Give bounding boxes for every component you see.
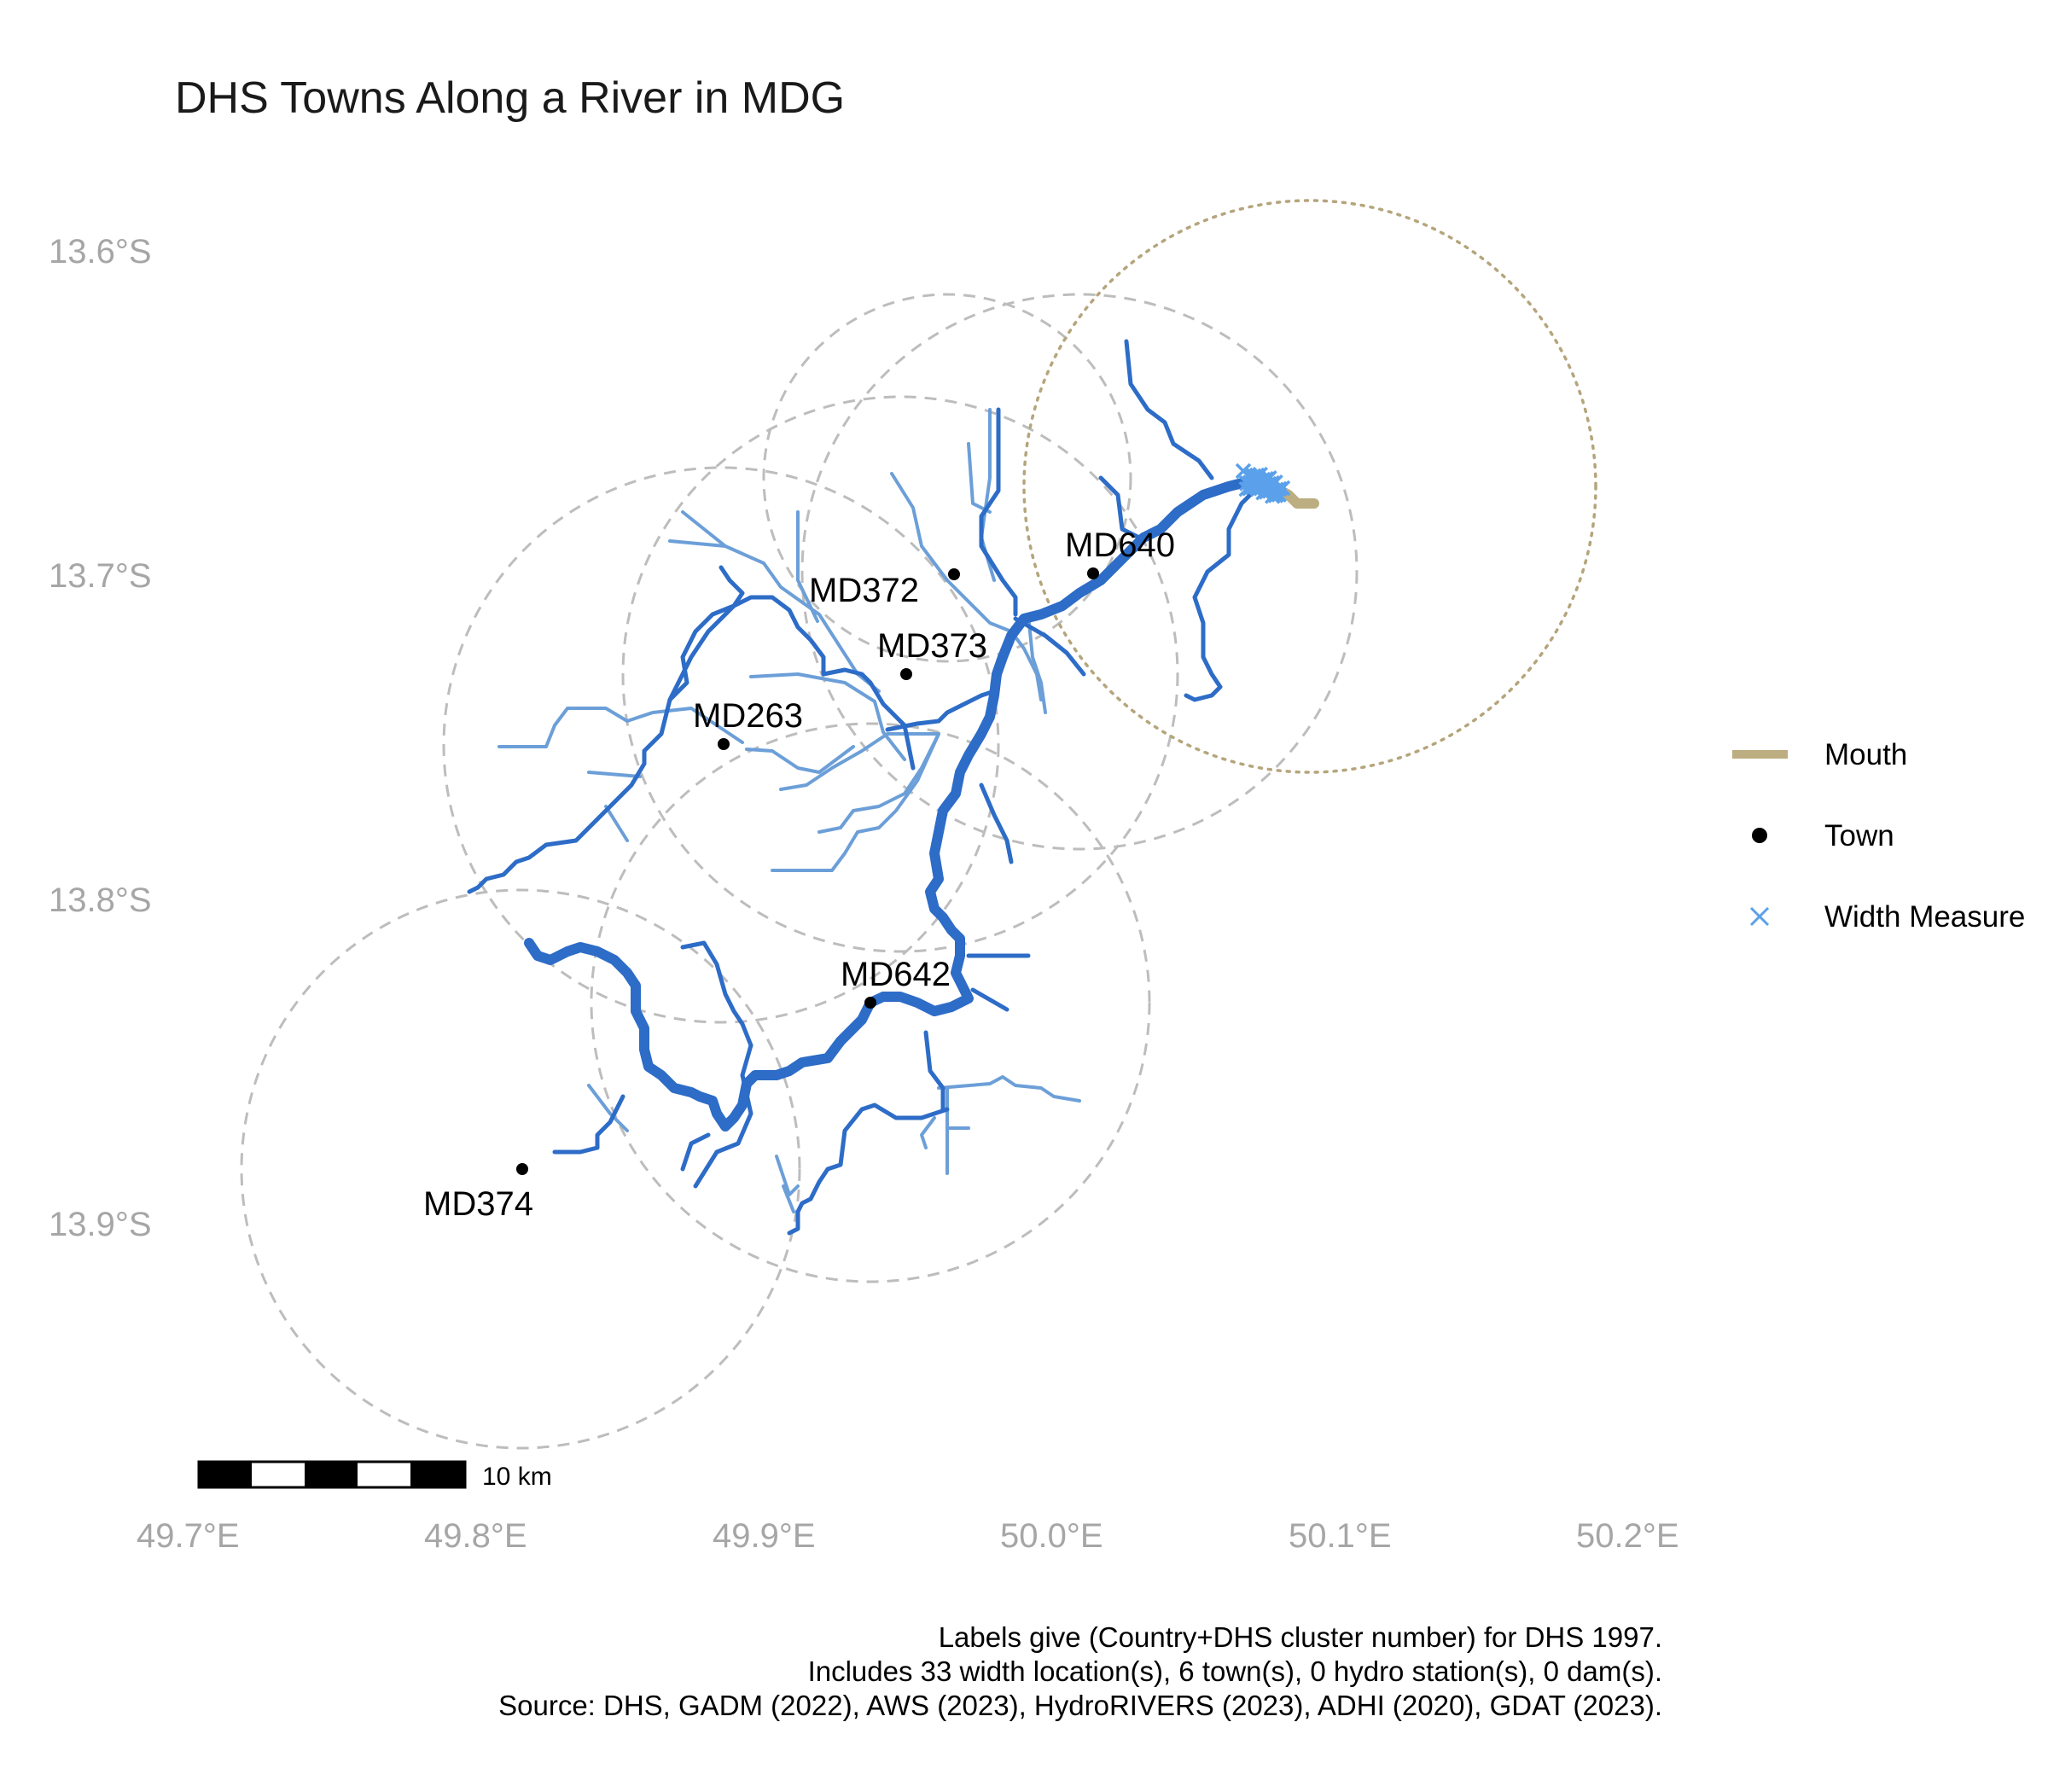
x-tick-label: 50.0°E [1000,1517,1103,1555]
buffer-md372 [762,293,1132,663]
town-point-md263 [718,738,730,750]
buffer-md642 [590,722,1151,1283]
x-axis: 49.7°E 49.8°E 49.9°E 50.0°E 50.1°E 50.2°… [137,1517,1679,1555]
scale-bar-segment [410,1462,465,1487]
y-tick-label: 13.7°S [49,557,152,595]
tributaries [467,339,1270,1236]
buffer-mouth [1022,199,1597,774]
legend: Mouth Town Width Measure [1732,738,2025,934]
y-tick-label: 13.9°S [49,1206,152,1243]
caption: Labels give (Country+DHS cluster number)… [498,1621,1662,1721]
town-label-md640: MD640 [1065,527,1175,564]
buffer-md374 [240,888,801,1450]
width-measure-markers [1235,463,1291,504]
x-tick-label: 50.1°E [1289,1517,1392,1555]
caption-line: Labels give (Country+DHS cluster number)… [939,1621,1662,1653]
town-point-md642 [864,997,876,1009]
main-river [524,477,1251,1132]
scale-bar-label: 10 km [482,1463,552,1491]
town-point-md640 [1087,567,1099,579]
buffer-md640 [800,293,1359,851]
y-axis: 13.6°S 13.7°S 13.8°S 13.9°S [49,233,152,1243]
x-tick-label: 49.7°E [137,1517,240,1555]
buffer-md263 [442,466,1000,1024]
legend-width-measure-swatch [1749,906,1770,927]
scale-bar: 10 km [197,1460,552,1491]
legend-town-swatch [1752,828,1767,843]
buffer-circles [240,199,1597,1450]
y-tick-label: 13.8°S [49,881,152,919]
town-label-md263: MD263 [693,697,803,735]
town-label-md372: MD372 [809,572,919,609]
town-label-md374: MD374 [423,1185,533,1223]
scale-bar-segment [199,1462,252,1487]
town-point-md373 [900,668,912,680]
caption-line: Includes 33 width location(s), 6 town(s)… [808,1655,1662,1687]
scale-bar-segment [305,1462,358,1487]
caption-line: Source: DHS, GADM (2022), AWS (2023), Hy… [498,1690,1662,1721]
legend-mouth-label: Mouth [1824,738,1907,771]
buffer-md373 [621,395,1179,953]
map-title: DHS Towns Along a River in MDG [175,73,845,123]
x-tick-label: 49.9°E [713,1517,816,1555]
y-tick-label: 13.6°S [49,233,152,271]
x-tick-label: 49.8°E [424,1517,527,1555]
town-point-md372 [948,568,960,580]
legend-width-measure-label: Width Measure [1824,900,2025,934]
town-label-md373: MD373 [877,627,987,665]
legend-town-label: Town [1824,819,1894,852]
town-point-md374 [516,1163,528,1175]
town-label-md642: MD642 [841,956,951,993]
width-measure-marker [1274,480,1291,497]
towns: MD640 MD372 MD373 MD263 MD642 MD374 [423,527,1175,1223]
x-tick-label: 50.2°E [1576,1517,1679,1555]
